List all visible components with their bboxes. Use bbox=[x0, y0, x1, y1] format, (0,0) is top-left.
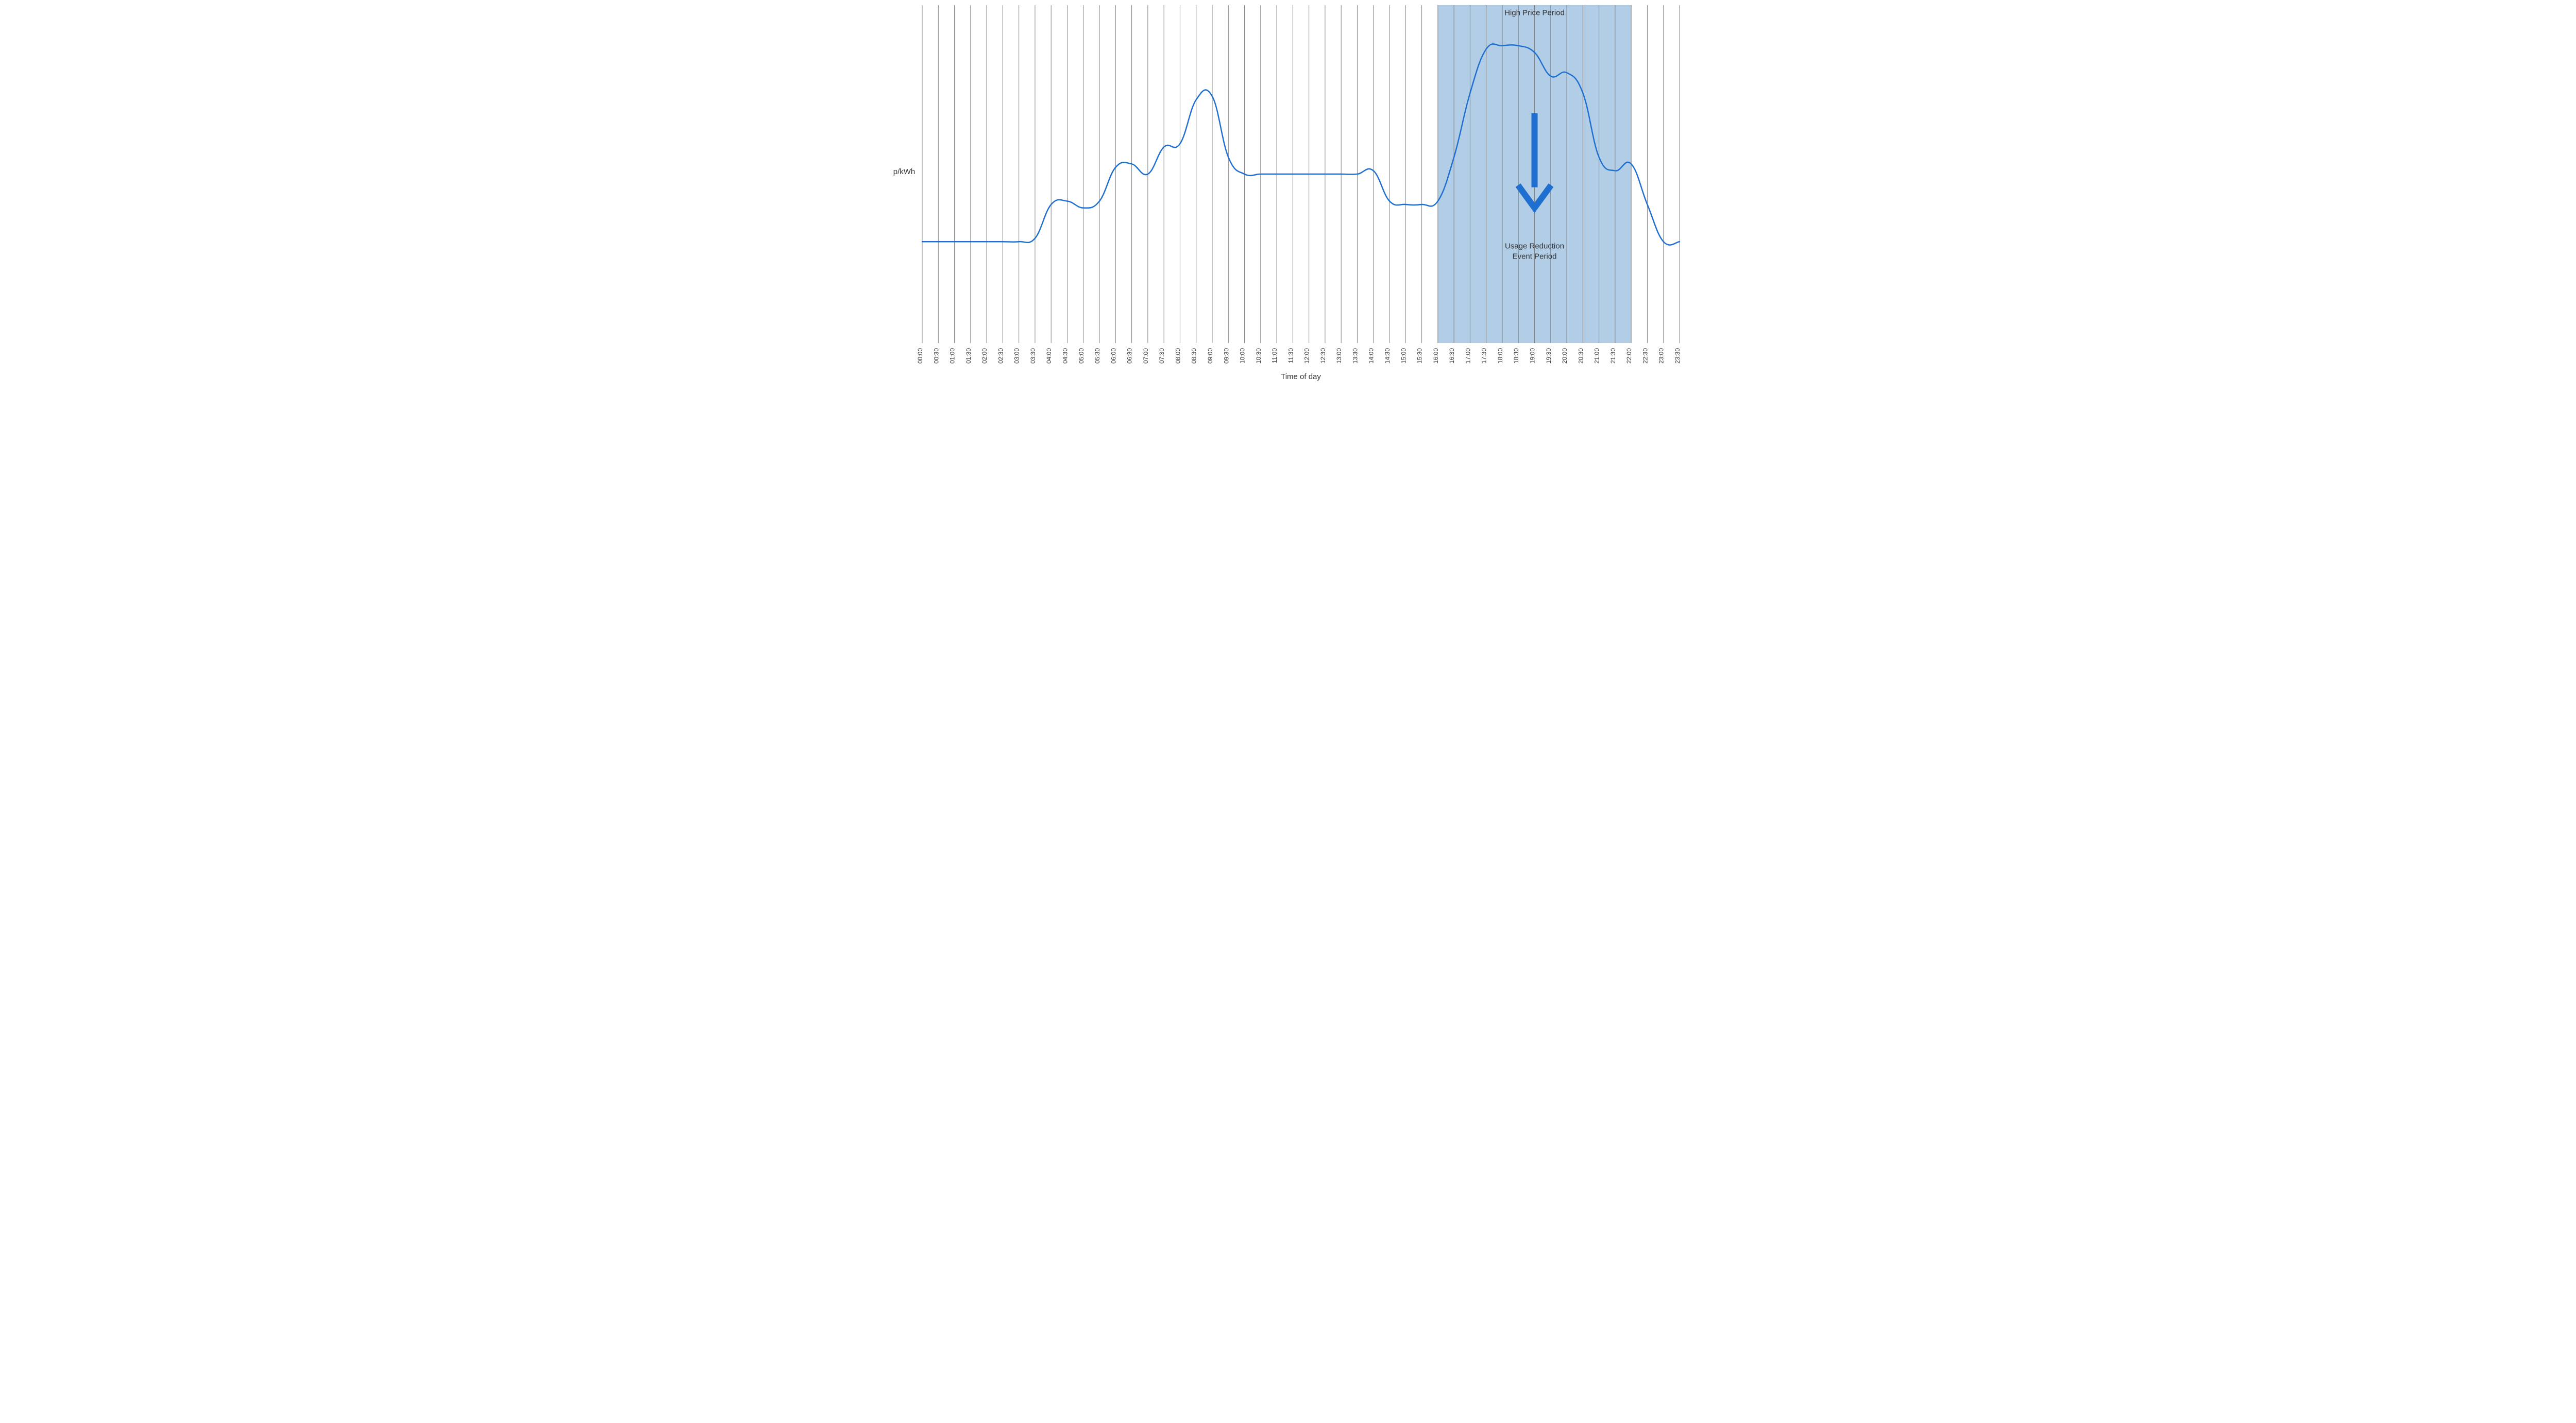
x-tick-label: 06:30 bbox=[1126, 348, 1133, 364]
x-tick-label: 02:00 bbox=[981, 348, 988, 364]
x-tick-label: 14:00 bbox=[1368, 348, 1375, 364]
price-chart: 00:00 00:30 01:00 01:30 02:00 02:30 03:00 03:30… bbox=[891, 0, 1685, 384]
x-tick-label: 23:00 bbox=[1658, 348, 1665, 364]
x-tick-label: 15:30 bbox=[1416, 348, 1423, 364]
x-tick-label: 13:30 bbox=[1351, 348, 1359, 364]
label-high-price-period: High Price Period bbox=[1504, 9, 1565, 18]
label-usage-reduction-line2: Event Period bbox=[1513, 252, 1557, 261]
x-tick-label: 16:30 bbox=[1448, 348, 1455, 364]
x-tick-label: 02:30 bbox=[997, 348, 1004, 364]
x-axis-label: Time of day bbox=[1281, 372, 1321, 381]
x-tick-label: 00:00 bbox=[917, 348, 924, 364]
x-tick-label: 11:30 bbox=[1287, 348, 1294, 363]
x-tick-label: 04:00 bbox=[1045, 348, 1053, 364]
x-tick-label: 09:30 bbox=[1223, 348, 1230, 364]
label-usage-reduction-line1: Usage Reduction bbox=[1505, 242, 1564, 250]
x-tick-label: 07:00 bbox=[1142, 348, 1149, 364]
x-tick-label: 22:00 bbox=[1625, 348, 1633, 364]
x-tick-label: 08:00 bbox=[1174, 348, 1181, 364]
x-tick-label: 05:00 bbox=[1078, 348, 1085, 364]
x-tick-label: 20:30 bbox=[1577, 348, 1584, 364]
x-tick-label: 23:30 bbox=[1674, 348, 1681, 364]
x-tick-label: 08:30 bbox=[1191, 348, 1198, 364]
x-tick-label: 11:00 bbox=[1271, 348, 1278, 363]
x-tick-label: 07:30 bbox=[1158, 348, 1165, 364]
x-tick-label: 21:30 bbox=[1609, 348, 1617, 364]
x-tick-label: 01:30 bbox=[965, 348, 972, 364]
x-tick-label: 18:30 bbox=[1513, 348, 1520, 364]
y-axis-label: p/kWh bbox=[893, 167, 916, 176]
x-tick-label: 17:00 bbox=[1464, 348, 1471, 364]
x-tick-label: 09:00 bbox=[1207, 348, 1214, 364]
x-tick-label: 03:30 bbox=[1029, 348, 1037, 364]
x-tick-label: 20:00 bbox=[1561, 348, 1568, 364]
x-tick-label: 04:30 bbox=[1061, 348, 1069, 364]
x-tick-label: 00:30 bbox=[933, 348, 940, 364]
x-tick-label: 17:30 bbox=[1481, 348, 1488, 364]
x-tick-label: 05:30 bbox=[1094, 348, 1101, 364]
x-tick-label: 22:30 bbox=[1641, 348, 1649, 364]
chart-svg: 00:00 00:30 01:00 01:30 02:00 02:30 03:00 03:30… bbox=[891, 0, 1685, 384]
x-tick-label: 01:00 bbox=[949, 348, 956, 364]
x-tick-label: 21:00 bbox=[1594, 348, 1601, 364]
x-ticks: 00:00 00:30 01:00 01:30 02:00 02:30 03:00 03:30… bbox=[917, 348, 1681, 364]
x-tick-label: 18:00 bbox=[1497, 348, 1504, 364]
x-tick-label: 19:00 bbox=[1529, 348, 1536, 364]
x-tick-label: 10:00 bbox=[1239, 348, 1246, 364]
x-tick-label: 16:00 bbox=[1432, 348, 1439, 364]
x-tick-label: 12:30 bbox=[1319, 348, 1327, 364]
x-tick-label: 14:30 bbox=[1384, 348, 1391, 364]
x-tick-label: 06:00 bbox=[1110, 348, 1117, 364]
x-tick-label: 19:30 bbox=[1545, 348, 1552, 364]
x-tick-label: 10:30 bbox=[1255, 348, 1262, 364]
x-tick-label: 15:00 bbox=[1400, 348, 1407, 364]
x-tick-label: 12:00 bbox=[1303, 348, 1311, 364]
x-tick-label: 03:00 bbox=[1013, 348, 1021, 364]
x-tick-label: 13:00 bbox=[1335, 348, 1343, 364]
